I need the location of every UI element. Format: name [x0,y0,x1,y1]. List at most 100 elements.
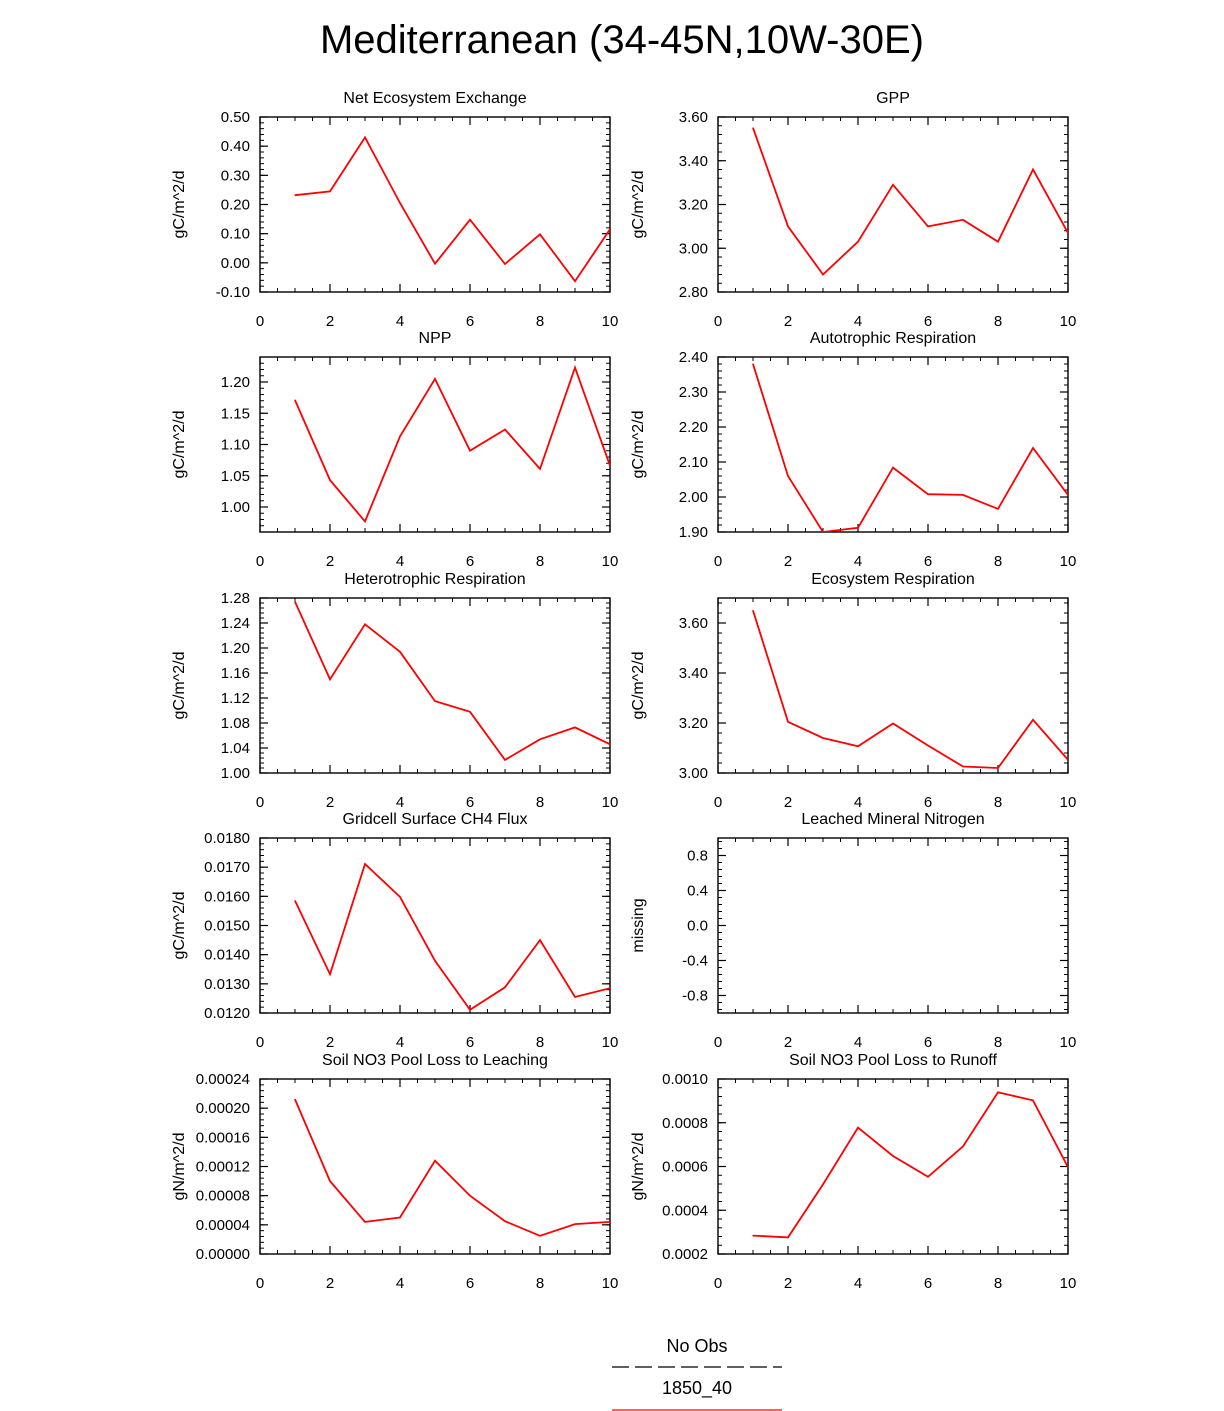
x-tick-label: 10 [1060,313,1077,330]
x-tick-label: 2 [784,1034,792,1051]
x-tick-label: 8 [994,553,1002,570]
x-tick-label: 8 [994,1034,1002,1051]
data-point [787,1236,789,1238]
panel-title: Leached Mineral Nitrogen [801,811,984,828]
panel-2: 0 2 4 6 8 10 1.00 1.05 1.10 1.15 1.20 NPP gC/m^2/d [171,330,618,570]
x-tick-label: 4 [396,1275,404,1292]
x-tick-label: 0 [256,794,264,811]
x-tick-label: 6 [466,553,474,570]
data-point [469,1195,471,1197]
series-line [752,363,1068,532]
y-tick-label: 1.00 [221,765,250,782]
plot-frame [717,1078,1069,1255]
data-point [752,127,754,129]
data-point [787,475,789,477]
plot-frame [717,597,1069,774]
data-point [399,1216,401,1219]
data-point [574,996,576,998]
x-tick-label: 8 [536,553,544,570]
data-point [329,973,331,975]
data-point [434,378,436,380]
x-tick-label: 10 [602,553,619,570]
data-point [364,1221,366,1223]
x-tick-label: 4 [854,1034,862,1051]
x-tick-label: 2 [326,794,334,811]
data-point [294,601,296,603]
panel-4: 0 2 4 6 8 10 1.00 1.04 1.08 1.12 1.16 1.20 1.24 1.28 H… [171,571,618,811]
data-point [892,467,894,469]
y-tick-label: 0.0160 [204,888,250,905]
x-tick-label: 10 [602,794,619,811]
data-point [857,241,859,243]
series-line [294,862,610,1012]
plot-frame [259,356,611,533]
plot-frame [717,356,1069,533]
data-point [469,711,471,713]
data-point [752,609,754,612]
x-tick-label: 6 [924,794,932,811]
data-point [294,1098,296,1101]
panel-6: 0 2 4 6 8 10 0.0120 0.0130 0.0140 0.0150 0.0160 0.0… [171,811,618,1051]
x-tick-label: 0 [714,1034,722,1051]
data-point [469,450,471,452]
y-tick-label: 3.00 [679,765,708,782]
series-line [752,127,1068,276]
data-point [574,367,576,369]
data-point [857,745,859,747]
data-point [609,465,610,467]
y-tick-label: 0.00020 [196,1100,250,1117]
data-point [399,651,401,653]
y-tick-label: 3.40 [679,665,708,682]
x-tick-label: 8 [536,1275,544,1292]
y-tick-label: 1.15 [221,405,250,422]
data-point [609,1221,610,1223]
x-tick-label: 2 [326,553,334,570]
y-tick-label: 1.20 [221,374,250,391]
x-tick-label: 8 [536,1034,544,1051]
y-tick-label: 0.00004 [196,1217,250,1234]
y-tick-label: 0.0180 [204,830,250,847]
data-point [434,700,436,702]
data-point [752,363,754,365]
data-point [1032,719,1034,721]
data-point [364,136,366,139]
y-axis-label: missing [630,898,647,952]
x-tick-label: 0 [256,1034,264,1051]
x-tick-label: 8 [994,1275,1002,1292]
panel-title: GPP [876,90,910,107]
x-tick-label: 2 [326,1034,334,1051]
x-tick-label: 2 [326,1275,334,1292]
y-tick-label: -0.8 [682,988,708,1005]
x-tick-label: 0 [714,1275,722,1292]
x-tick-label: 10 [1060,1275,1077,1292]
data-point [434,960,436,962]
data-point [294,399,296,401]
data-point [962,219,964,221]
x-tick-label: 6 [924,1275,932,1292]
panel-title: Heterotrophic Respiration [344,571,525,588]
y-tick-label: 2.10 [679,454,708,471]
plot-frame [717,837,1069,1014]
y-tick-label: 2.80 [679,284,708,301]
x-tick-label: 4 [396,553,404,570]
data-point [364,520,366,522]
y-tick-label: 0.10 [221,226,250,243]
series-line [752,610,1068,769]
x-tick-label: 0 [714,794,722,811]
y-tick-label: 3.60 [679,615,708,632]
data-point [1067,1166,1068,1168]
plot-frame [259,1078,611,1255]
data-point [539,1235,541,1237]
data-point [364,863,366,865]
plot-frame [259,597,611,774]
legend-model-label: 1850_40 [661,1378,733,1398]
y-tick-label: 3.20 [679,197,708,214]
data-point [434,1160,436,1162]
y-tick-label: 1.00 [221,499,250,516]
data-point [892,1155,894,1157]
y-tick-label: 0.00008 [196,1188,250,1205]
data-point [609,743,610,745]
data-point [857,1126,859,1129]
panel-8: 0 2 4 6 8 10 0.00000 0.00004 0.00008 0.00012 0.000… [171,1052,618,1292]
y-tick-label: 0.0150 [204,918,250,935]
